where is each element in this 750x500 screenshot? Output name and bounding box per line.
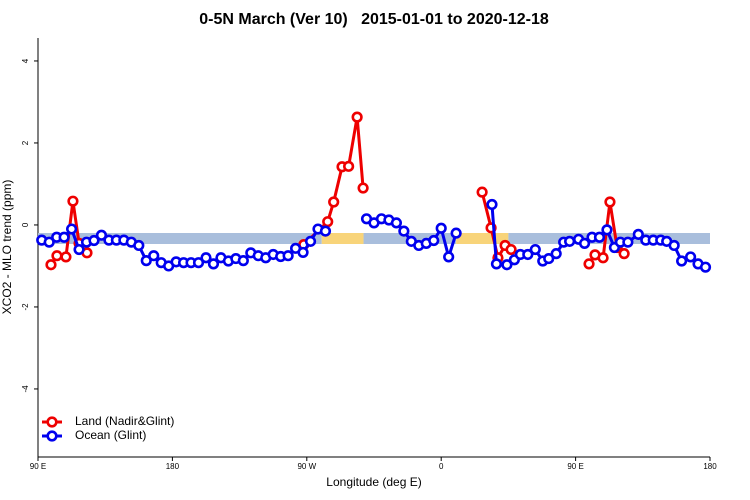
data-point <box>148 250 160 262</box>
data-point <box>192 257 205 269</box>
x-tick-label: 0 <box>439 462 444 471</box>
data-point <box>618 248 630 260</box>
data-point <box>543 252 555 265</box>
legend-label: Ocean (Glint) <box>75 428 146 442</box>
data-point <box>428 234 440 247</box>
data-point <box>43 236 55 248</box>
legend-marker <box>46 430 58 442</box>
data-point <box>140 255 152 267</box>
x-tick-label: 90 E <box>30 462 46 471</box>
data-point <box>622 236 634 248</box>
x-tick-label: 90 E <box>567 462 583 471</box>
data-point <box>684 251 697 263</box>
data-point <box>357 182 369 194</box>
legend-marker <box>46 416 58 428</box>
data-point <box>51 250 63 262</box>
x-axis-label: Longitude (deg E) <box>326 475 421 489</box>
data-point <box>597 252 609 264</box>
data-point <box>60 251 72 263</box>
data-point <box>593 231 606 243</box>
data-point <box>237 255 249 267</box>
data-point <box>304 235 317 247</box>
data-point <box>604 196 616 208</box>
data-point <box>490 258 503 270</box>
data-point <box>58 231 70 243</box>
data-point <box>486 198 498 211</box>
data-point <box>601 224 613 236</box>
data-point <box>583 258 595 270</box>
y-tick-label: 4 <box>21 58 30 63</box>
data-point <box>45 259 57 271</box>
data-point <box>207 258 220 270</box>
data-point <box>297 246 309 259</box>
data-point <box>200 252 212 264</box>
x-tick-label: 180 <box>703 462 717 471</box>
data-point <box>476 186 488 198</box>
data-point <box>505 243 517 256</box>
data-point <box>282 250 294 262</box>
chart-title: 0-5N March (Ver 10) 2015-01-01 to 2020-1… <box>199 11 549 28</box>
data-point <box>450 227 462 239</box>
data-point <box>67 195 79 207</box>
data-point <box>133 239 145 252</box>
data-point <box>676 255 688 267</box>
y-tick-label: 0 <box>21 222 30 227</box>
y-tick-label: -2 <box>21 303 30 311</box>
data-point <box>668 239 680 252</box>
y-axis-label: XCO2 - MLO trend (ppm) <box>0 180 14 315</box>
x-tick-label: 90 W <box>297 462 316 471</box>
data-point <box>550 248 562 260</box>
data-point <box>65 223 78 235</box>
data-point <box>443 251 455 263</box>
y-tick-label: 2 <box>21 140 30 145</box>
data-point <box>351 111 363 123</box>
data-point <box>578 237 591 250</box>
data-point <box>501 259 513 271</box>
legend-label: Land (Nadir&Glint) <box>75 414 174 428</box>
data-point <box>319 225 332 237</box>
data-point <box>328 196 340 208</box>
data-point <box>343 160 355 172</box>
data-point <box>390 217 403 229</box>
data-point <box>398 225 410 237</box>
data-point <box>95 229 108 241</box>
data-point <box>564 235 576 247</box>
data-point <box>632 228 644 240</box>
data-point <box>529 243 541 256</box>
x-tick-label: 180 <box>166 462 180 471</box>
data-point <box>322 216 334 228</box>
data-point <box>73 243 85 256</box>
data-point <box>699 261 712 273</box>
data-point <box>435 222 447 234</box>
y-tick-label: -4 <box>21 385 30 393</box>
data-point <box>88 234 100 247</box>
data-point <box>522 248 534 261</box>
